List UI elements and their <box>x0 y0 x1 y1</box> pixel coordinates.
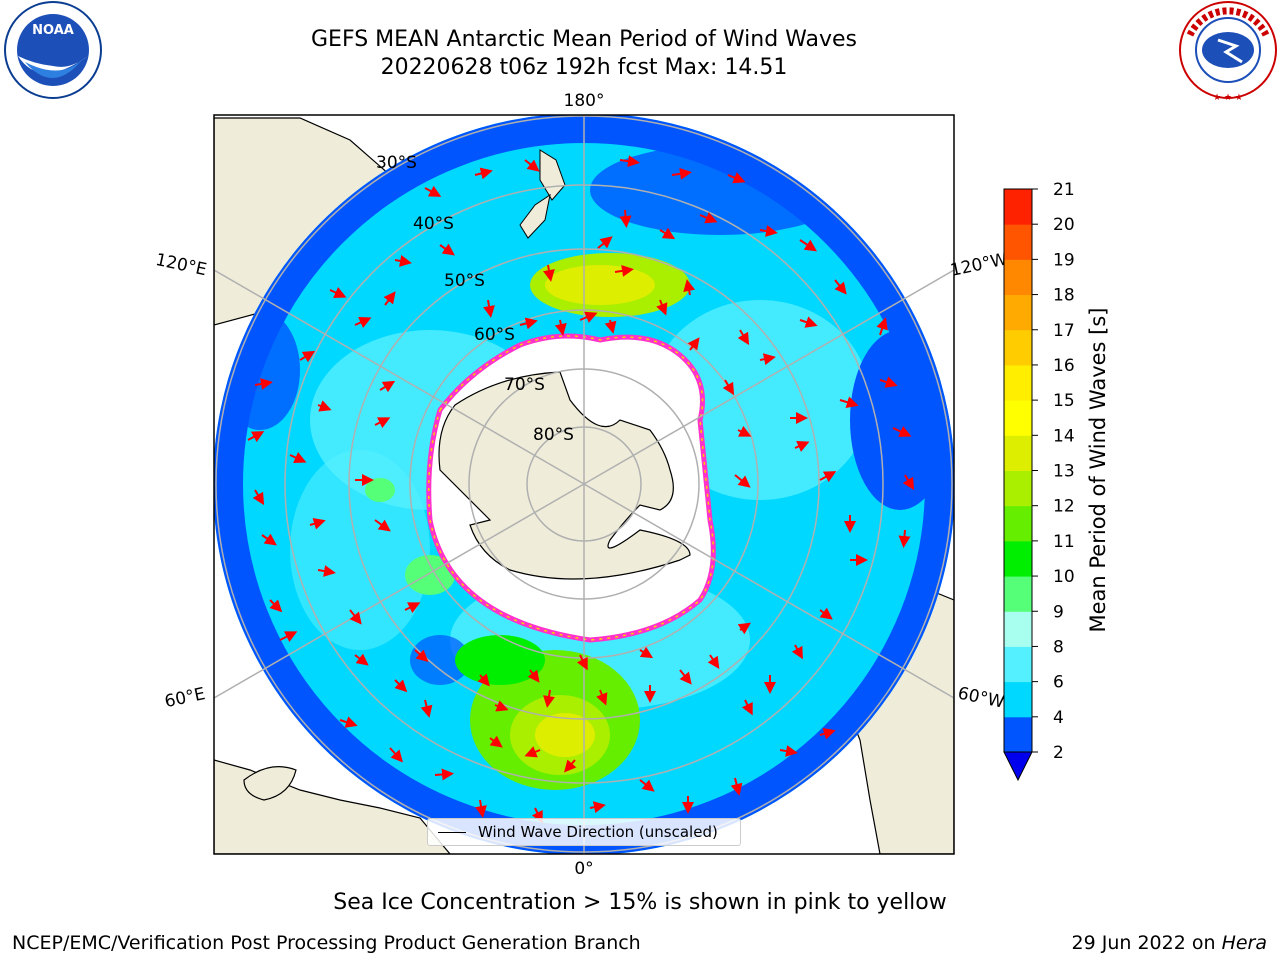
wind-wave-arrows <box>247 155 915 824</box>
colorbar-tick-label: 8 <box>1053 637 1064 657</box>
colorbar-segment <box>1004 259 1032 296</box>
colorbar-tick-label: 6 <box>1053 673 1064 693</box>
footer-date-text: 29 Jun 2022 on <box>1071 932 1222 954</box>
figure-title-line2: 20220628 t06z 192h fcst Max: 14.51 <box>380 55 788 80</box>
colorbar-segment <box>1004 681 1032 718</box>
colorbar-tick-label: 12 <box>1053 497 1075 517</box>
colorbar-segment <box>1004 646 1032 683</box>
colorbar-tick-label: 19 <box>1053 250 1075 270</box>
colorbar-segment <box>1004 540 1032 577</box>
svg-text:★ ★ ★: ★ ★ ★ <box>1213 93 1243 103</box>
lon-label-left-bottom: 60°E <box>163 684 207 712</box>
colorbar-segment <box>1004 224 1032 260</box>
colorbar: 2 4 6 8 9 10 11 12 13 14 15 16 17 18 19 20 21 <box>1003 180 1075 782</box>
footer-machine: Hera <box>1221 932 1267 954</box>
colorbar-extend-triangle <box>1003 751 1033 782</box>
colorbar-tick-label: 20 <box>1053 215 1075 235</box>
colorbar-tick-label: 2 <box>1053 743 1064 763</box>
colorbar-tick-label: 10 <box>1053 567 1075 587</box>
colorbar-label: Mean Period of Wind Waves [s] <box>1086 308 1110 633</box>
lat-label-80s: 80°S <box>533 425 574 445</box>
colorbar-tick-label: 11 <box>1053 532 1075 552</box>
colorbar-tick-label: 15 <box>1053 391 1075 411</box>
colorbar-segment <box>1004 505 1032 542</box>
figure-title-line1: GEFS MEAN Antarctic Mean Period of Wind … <box>311 27 857 52</box>
latitude-labels: 30°S 40°S 50°S 60°S 70°S 80°S <box>376 153 574 445</box>
colorbar-segment <box>1004 189 1032 225</box>
lat-label-50s: 50°S <box>444 271 485 291</box>
colorbar-segment <box>1004 470 1032 507</box>
colorbar-segment <box>1004 611 1032 647</box>
colorbar-segment <box>1004 400 1032 436</box>
colorbar-segment <box>1004 716 1032 753</box>
lon-label-left-top: 120°E <box>154 250 209 280</box>
lat-label-60s: 60°S <box>474 325 515 345</box>
footer-credit: NCEP/EMC/Verification Post Processing Pr… <box>12 932 641 954</box>
colorbar-segment <box>1004 435 1032 471</box>
colorbar-tick-label: 9 <box>1053 602 1064 622</box>
sea-ice-note: Sea Ice Concentration > 15% is shown in … <box>333 890 947 915</box>
lon-label-bottom: 0° <box>574 859 593 879</box>
colorbar-tick-label: 13 <box>1053 462 1075 482</box>
map-frame-border <box>213 114 955 855</box>
graticule <box>214 115 954 854</box>
noaa-logo-icon: NOAA <box>4 1 102 99</box>
colorbar-tick-label: 4 <box>1053 708 1064 728</box>
colorbar-tick-label: 18 <box>1053 286 1075 306</box>
colorbar-segment <box>1004 576 1032 612</box>
colorbar-segment <box>1004 294 1032 331</box>
colorbar-tick-label: 17 <box>1053 321 1075 341</box>
footer-date: 29 Jun 2022 on Hera <box>1072 932 1267 954</box>
lat-label-30s: 30°S <box>376 153 417 173</box>
lon-label-right-top: 120°W <box>949 249 1010 281</box>
lat-label-70s: 70°S <box>504 375 545 395</box>
colorbar-tick-label: 21 <box>1053 180 1075 200</box>
colorbar-segment <box>1004 364 1032 401</box>
lon-label-top: 180° <box>564 91 605 111</box>
map-legend: Wind Wave Direction (unscaled) <box>427 818 741 846</box>
colorbar-tick-label: 16 <box>1053 356 1075 376</box>
colorbar-tick-label: 14 <box>1053 426 1075 446</box>
lon-label-right-bottom: 60°W <box>956 683 1006 712</box>
svg-text:NOAA: NOAA <box>32 23 74 38</box>
colorbar-segment <box>1004 329 1032 366</box>
nws-logo-icon: ★ ★ ★ <box>1179 1 1277 103</box>
legend-line-icon <box>438 832 466 833</box>
lat-label-40s: 40°S <box>413 214 454 234</box>
legend-label: Wind Wave Direction (unscaled) <box>478 823 718 841</box>
